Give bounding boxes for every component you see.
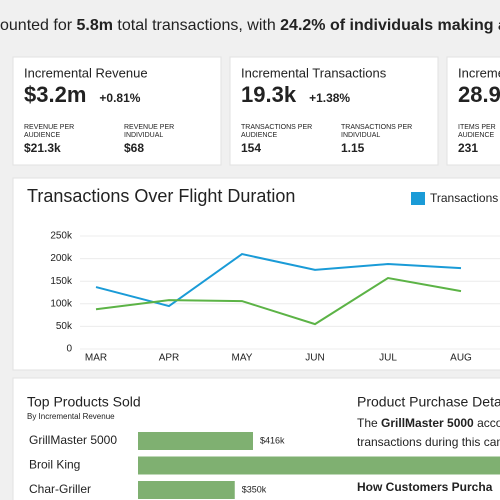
metric-value: 1.15: [341, 141, 365, 155]
metric-label: AUDIENCE: [458, 132, 495, 139]
y-tick-label: 150k: [50, 276, 73, 287]
y-tick-label: 200k: [50, 253, 73, 264]
bar: [138, 432, 253, 450]
text-run: 24.2% of individuals making a: [280, 17, 500, 34]
text-run: 5.8m: [77, 17, 113, 34]
x-tick-label: APR: [159, 353, 180, 364]
metric-label: TRANSACTIONS PER: [241, 124, 312, 131]
metric-value: $68: [124, 141, 144, 155]
card-title: Incremental Transactions: [241, 65, 387, 80]
y-tick-label: 100k: [50, 298, 73, 309]
metric-label: REVENUE PER: [124, 124, 174, 131]
metric-value: $21.3k: [24, 141, 61, 155]
details-subheading: How Customers Purcha: [357, 480, 493, 494]
y-tick-label: 50k: [56, 321, 73, 332]
x-tick-label: AUG: [450, 353, 472, 364]
summary-sentence: ounted for 5.8m total transactions, with…: [0, 17, 500, 34]
card: [229, 56, 439, 166]
line-series: [95, 276, 462, 326]
chart-subtitle: By Incremental Revenue: [27, 412, 115, 421]
card-value: $3.2m: [24, 82, 86, 107]
chart-title: Top Products Sold: [27, 394, 141, 410]
text-run: ounted for: [0, 17, 77, 34]
y-tick-label: 0: [66, 344, 72, 355]
details-line: The GrillMaster 5000 acco: [357, 416, 500, 430]
details-line: transactions during this cam: [357, 435, 500, 449]
metric-value: 231: [458, 141, 478, 155]
category-label: Char-Griller: [29, 482, 91, 496]
chart-title: Transactions Over Flight Duration: [27, 186, 295, 206]
category-label: Broil King: [29, 458, 80, 472]
metric-label: AUDIENCE: [24, 132, 61, 139]
card-title: Incremental Revenue: [24, 65, 148, 80]
category-label: GrillMaster 5000: [29, 433, 117, 447]
chart-panel: [12, 177, 500, 371]
line-series: [95, 253, 462, 308]
value-label: $350k: [242, 484, 267, 494]
value-label: $416k: [260, 435, 285, 445]
metric-label: ITEMS PER: [458, 124, 496, 131]
x-tick-label: MAY: [232, 353, 253, 364]
bar: [138, 456, 500, 475]
text-run: total transactions, with: [113, 17, 280, 34]
card-title: Increme: [458, 65, 500, 80]
y-tick-label: 250k: [50, 231, 73, 242]
details-title: Product Purchase Deta: [357, 394, 500, 410]
text-run: acco: [474, 416, 500, 430]
metric-value: 154: [241, 141, 261, 155]
card-value: 28.9: [458, 82, 500, 107]
text-run: The: [357, 416, 381, 430]
card-value: 19.3k: [241, 82, 297, 107]
card-change: +1.38%: [309, 91, 350, 105]
bar: [138, 481, 235, 499]
x-tick-label: JUN: [305, 353, 324, 364]
legend-label: Transactions: [430, 191, 498, 205]
card: [12, 56, 222, 166]
text-run: GrillMaster 5000: [381, 416, 474, 430]
x-tick-label: JUL: [379, 353, 397, 364]
legend-swatch: [411, 192, 425, 205]
card-change: +0.81%: [99, 91, 140, 105]
card: [446, 56, 500, 166]
metric-label: AUDIENCE: [241, 132, 278, 139]
metric-label: TRANSACTIONS PER: [341, 124, 412, 131]
metric-label: INDIVIDUAL: [341, 132, 380, 139]
x-tick-label: MAR: [85, 353, 107, 364]
text-run: transactions during this cam: [357, 435, 500, 449]
metric-label: INDIVIDUAL: [124, 132, 163, 139]
metric-label: REVENUE PER: [24, 124, 74, 131]
products-panel: [12, 377, 500, 500]
